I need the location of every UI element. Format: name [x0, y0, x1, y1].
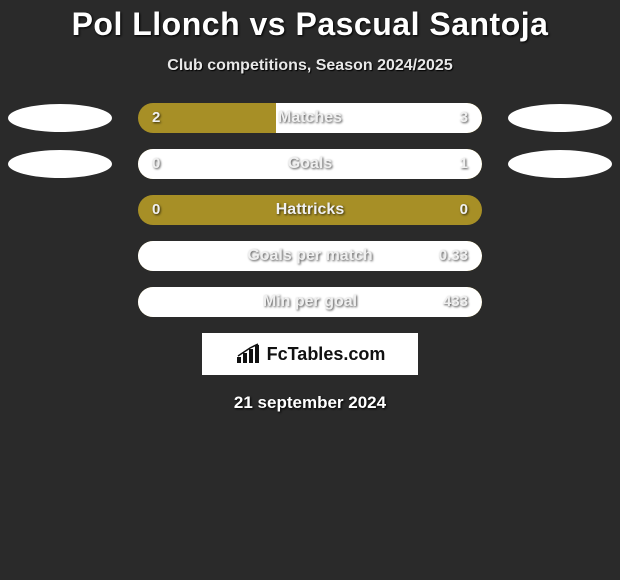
stat-left-value: 0: [152, 195, 160, 225]
stats-rows: Matches23 Goals01 Hattricks0 0 Goals per mat…: [0, 103, 620, 317]
page-subtitle: Club competitions, Season 2024/2025: [0, 57, 620, 75]
bar-track: Min per goal433: [138, 287, 482, 317]
chart-icon: [235, 343, 261, 365]
bar-track: Hattricks0 0: [138, 195, 482, 225]
brand-badge: FcTables.com: [202, 333, 418, 375]
stat-row: Matches23: [0, 103, 620, 133]
stat-row: Hattricks0 0: [0, 195, 620, 225]
bar-track: Goals per match0.33: [138, 241, 482, 271]
stat-row: Min per goal433: [0, 287, 620, 317]
bar-fill-right: [138, 149, 482, 179]
bar-fill-right: [276, 103, 482, 133]
date-text: 21 september 2024: [0, 393, 620, 413]
bar-fill-right: [138, 287, 482, 317]
brand-text: FcTables.com: [267, 344, 386, 365]
stat-row: Goals per match0.33: [0, 241, 620, 271]
stat-right-value: 0: [460, 195, 468, 225]
stat-label: Hattricks: [138, 195, 482, 225]
stat-row: Goals01: [0, 149, 620, 179]
left-ellipse: [8, 150, 112, 178]
bar-fill-right: [138, 241, 482, 271]
right-ellipse: [508, 150, 612, 178]
stat-left-value: 2: [152, 103, 160, 133]
bar-track: Matches23: [138, 103, 482, 133]
right-ellipse: [508, 104, 612, 132]
left-ellipse: [8, 104, 112, 132]
page-title: Pol Llonch vs Pascual Santoja: [0, 0, 620, 43]
bar-track: Goals01: [138, 149, 482, 179]
